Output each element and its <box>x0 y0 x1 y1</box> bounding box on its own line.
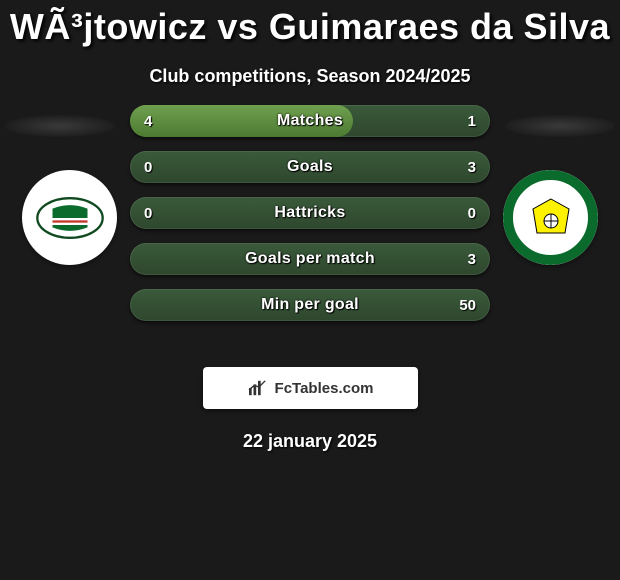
stat-row-hattricks: 0 0Hattricks <box>130 197 490 229</box>
stat-bars: 41Matches03Goals00Hattricks3Goals per ma… <box>130 105 490 335</box>
stat-value-left: 0 <box>130 151 166 183</box>
stat-row-matches: 41Matches <box>130 105 490 137</box>
svg-text:MFK: MFK <box>542 190 559 199</box>
stat-value-right: 50 <box>445 289 490 321</box>
comparison-arena: MFK 41Matches03Goals00Hattricks3Goals pe… <box>0 115 620 355</box>
stat-value-right: 1 <box>454 105 490 137</box>
stat-value-right: 0 <box>454 197 490 229</box>
stat-value-right: 3 <box>454 151 490 183</box>
stat-label: Min per goal <box>130 289 490 321</box>
stat-row-min-per-goal: 50Min per goal <box>130 289 490 321</box>
player-shadow-right <box>505 115 615 137</box>
stat-label: Goals per match <box>130 243 490 275</box>
page-title: WÃ³jtowicz vs Guimaraes da Silva <box>0 0 620 48</box>
stat-value-right: 3 <box>454 243 490 275</box>
stat-label: Hattricks <box>130 197 490 229</box>
team-badge-left <box>22 170 117 265</box>
stat-row-goals: 0 3Goals <box>130 151 490 183</box>
player-shadow-left <box>5 115 115 137</box>
stat-value-left: 0 <box>130 197 166 229</box>
stat-value-left: 4 <box>130 105 166 137</box>
stat-row-goals-per-match: 3Goals per match <box>130 243 490 275</box>
stat-value-left <box>130 243 158 275</box>
brand-card[interactable]: FcTables.com <box>203 367 418 409</box>
stat-value-left <box>130 289 158 321</box>
brand-label: FcTables.com <box>275 380 374 397</box>
page-subtitle: Club competitions, Season 2024/2025 <box>0 66 620 87</box>
snapshot-date: 22 january 2025 <box>0 431 620 452</box>
stat-label: Goals <box>130 151 490 183</box>
team-badge-right: MFK <box>503 170 598 265</box>
bar-chart-icon <box>247 379 269 397</box>
